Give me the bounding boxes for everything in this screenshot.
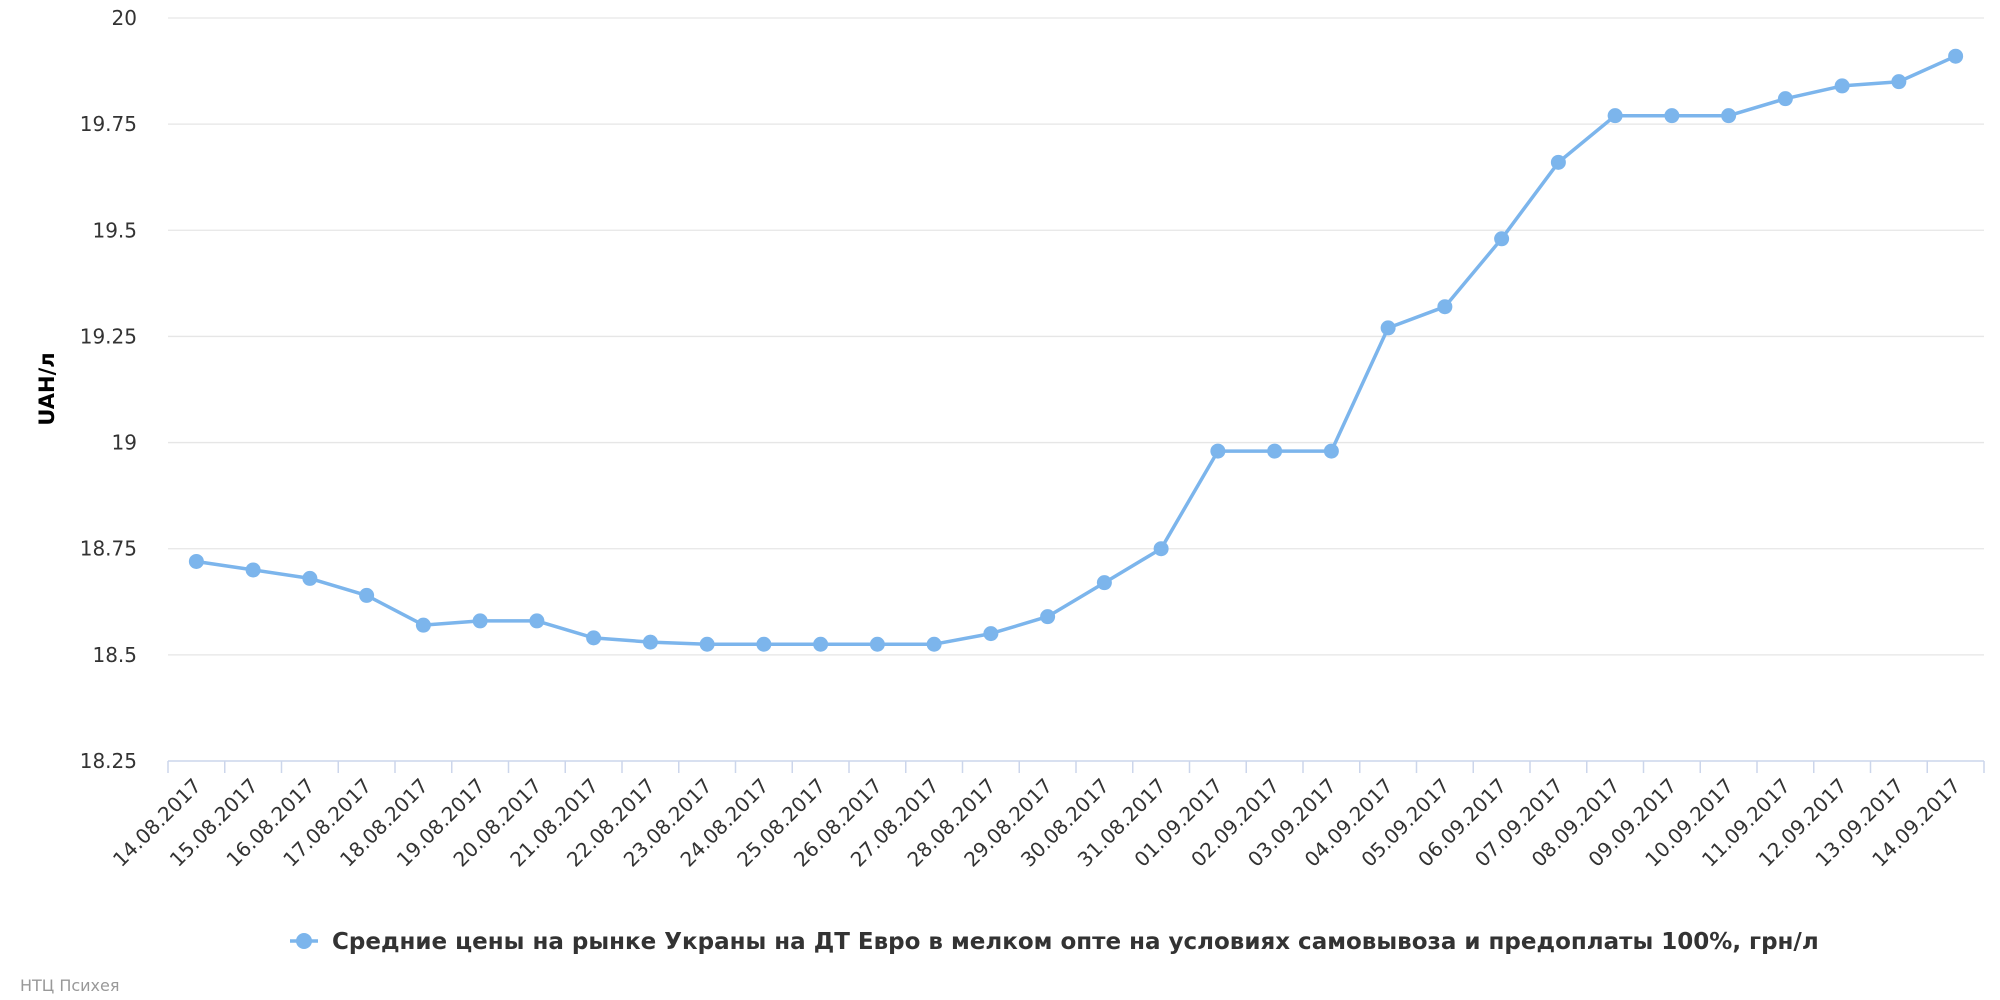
legend[interactable]: Средние цены на рынке Украны на ДТ Евро … (290, 929, 1819, 955)
x-axis: 14.08.201715.08.201716.08.201717.08.2017… (108, 760, 1985, 872)
grid-lines (168, 17, 1984, 656)
data-point[interactable] (1664, 108, 1680, 124)
data-point[interactable] (1948, 48, 1964, 64)
data-point[interactable] (472, 613, 488, 629)
series-group (188, 48, 1964, 652)
data-point[interactable] (1437, 299, 1453, 315)
data-point[interactable] (188, 553, 204, 569)
data-point[interactable] (359, 587, 375, 603)
y-tick-label: 20 (112, 6, 137, 30)
y-tick-label: 19.75 (80, 112, 137, 136)
y-axis-title: UAH/л (35, 352, 59, 425)
data-point[interactable] (1607, 108, 1623, 124)
legend-series-label: Средние цены на рынке Украны на ДТ Евро … (332, 929, 1819, 955)
y-tick-label: 18.75 (80, 537, 137, 561)
data-point[interactable] (415, 617, 431, 633)
data-point[interactable] (813, 636, 829, 652)
data-point[interactable] (302, 570, 318, 586)
data-point[interactable] (1494, 231, 1510, 247)
chart-credits[interactable]: НТЦ Психея (20, 976, 119, 995)
y-tick-label: 18.25 (80, 749, 137, 773)
data-point[interactable] (699, 636, 715, 652)
y-tick-label: 19.5 (92, 218, 137, 242)
data-point[interactable] (1550, 154, 1566, 170)
series-line (194, 54, 1958, 646)
data-point[interactable] (1777, 91, 1793, 107)
data-point[interactable] (869, 636, 885, 652)
data-point[interactable] (642, 634, 658, 650)
legend-marker-dot (296, 933, 312, 949)
data-point[interactable] (1153, 541, 1169, 557)
data-point[interactable] (1834, 78, 1850, 94)
y-tick-label: 18.5 (92, 643, 137, 667)
data-point[interactable] (1721, 108, 1737, 124)
y-tick-label: 19.25 (80, 324, 137, 348)
data-point[interactable] (926, 636, 942, 652)
data-point[interactable] (756, 636, 772, 652)
data-point[interactable] (1380, 320, 1396, 336)
data-point[interactable] (1891, 74, 1907, 90)
data-point[interactable] (983, 626, 999, 642)
data-point[interactable] (1210, 443, 1226, 459)
data-point[interactable] (1040, 609, 1056, 625)
y-axis: 18.25 18.5 18.75 19 19.25 19.5 19.75 20 (80, 6, 137, 773)
y-tick-label: 19 (112, 431, 137, 455)
data-point[interactable] (529, 613, 545, 629)
data-point[interactable] (586, 630, 602, 646)
data-point[interactable] (1323, 443, 1339, 459)
data-point[interactable] (245, 562, 261, 578)
data-point[interactable] (1267, 443, 1283, 459)
data-point[interactable] (1096, 575, 1112, 591)
